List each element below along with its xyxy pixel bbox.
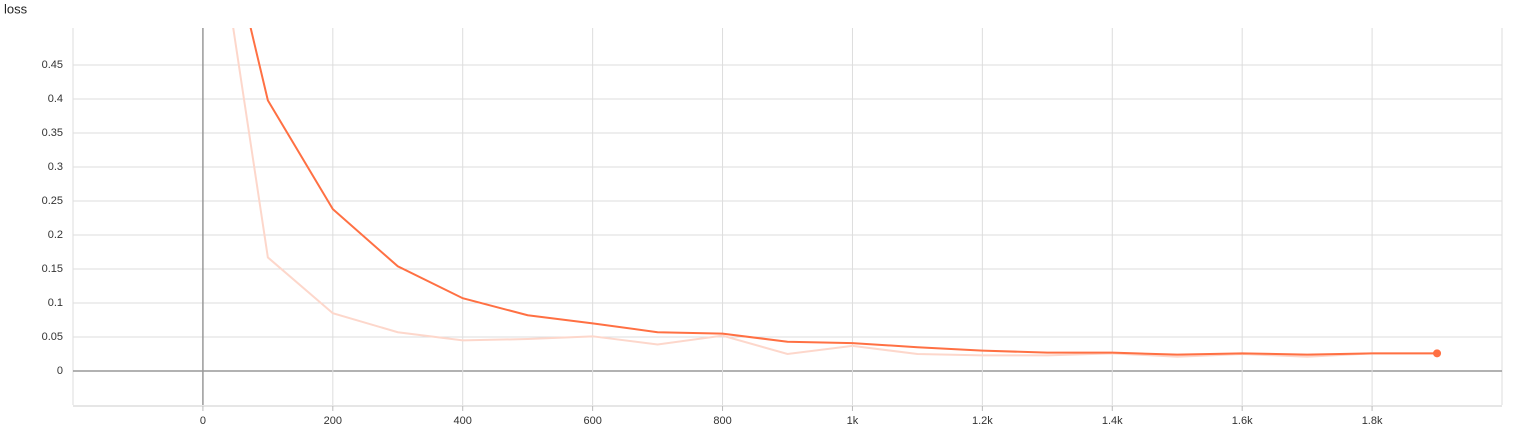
y-tick-label: 0.1 (48, 297, 63, 309)
x-tick-label: 0 (200, 415, 206, 427)
y-tick-label: 0.3 (48, 161, 63, 173)
series-line (249, 28, 1438, 356)
x-tick-label: 800 (713, 415, 731, 427)
x-tick-label: 1.6k (1232, 415, 1253, 427)
x-tick-label: 600 (583, 415, 601, 427)
y-tick-label: 0 (57, 365, 63, 377)
chart-title: loss (4, 1, 28, 16)
x-tick-label: 400 (454, 415, 472, 427)
x-tick-label: 1.4k (1102, 415, 1123, 427)
x-tick-label: 1.8k (1362, 415, 1383, 427)
y-tick-label: 0.45 (42, 59, 63, 71)
y-tick-label: 0.4 (48, 93, 63, 105)
y-tick-label: 0.2 (48, 229, 63, 241)
y-tick-label: 0.05 (42, 331, 63, 343)
x-tick-label: 200 (324, 415, 342, 427)
x-tick-label: 1k (847, 415, 859, 427)
grid (72, 28, 1503, 411)
y-tick-label: 0.35 (42, 127, 63, 139)
y-tick-label: 0.15 (42, 263, 63, 275)
last-point (1433, 349, 1442, 358)
x-tick-label: 1.2k (972, 415, 993, 427)
plot-area (232, 28, 1442, 358)
y-tick-label: 0.25 (42, 195, 63, 207)
